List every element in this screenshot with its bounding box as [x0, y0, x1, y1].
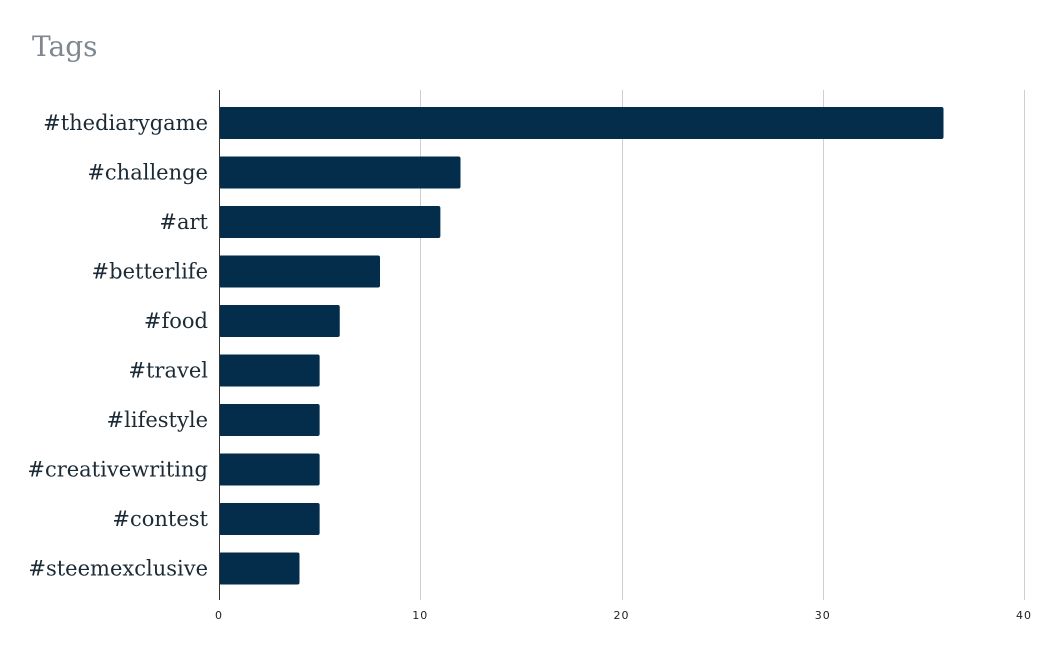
category-labels: #thediarygame #challenge #art #betterlife #f…: [27, 111, 208, 581]
x-tick-label: 30: [815, 609, 831, 622]
bar: [219, 552, 300, 585]
bar: [219, 255, 380, 288]
category-label: #contest: [112, 507, 208, 531]
category-label: #creativewriting: [27, 458, 208, 482]
category-label: #travel: [128, 359, 208, 383]
x-tick-label: 40: [1016, 609, 1032, 622]
bar: [219, 453, 320, 486]
bar: [219, 354, 320, 387]
category-label: #betterlife: [92, 260, 208, 284]
chart-title: Tags: [32, 30, 98, 63]
bars: [219, 107, 944, 585]
x-tick-label: 20: [614, 609, 630, 622]
x-tick-labels: 0 10 20 30 40: [215, 609, 1032, 622]
category-label: #steemexclusive: [28, 557, 208, 581]
category-label: #food: [144, 309, 208, 333]
bar: [219, 206, 441, 238]
bar: [219, 305, 340, 337]
x-tick-label: 10: [412, 609, 428, 622]
bar: [219, 404, 320, 436]
gridlines: [420, 90, 1025, 600]
bar: [219, 156, 461, 189]
bar: [219, 107, 944, 139]
category-label: #thediarygame: [43, 111, 208, 135]
category-label: #art: [159, 210, 208, 234]
x-tick-label: 0: [215, 609, 223, 622]
category-label: #lifestyle: [107, 408, 208, 432]
bar: [219, 503, 320, 535]
category-label: #challenge: [87, 161, 208, 185]
